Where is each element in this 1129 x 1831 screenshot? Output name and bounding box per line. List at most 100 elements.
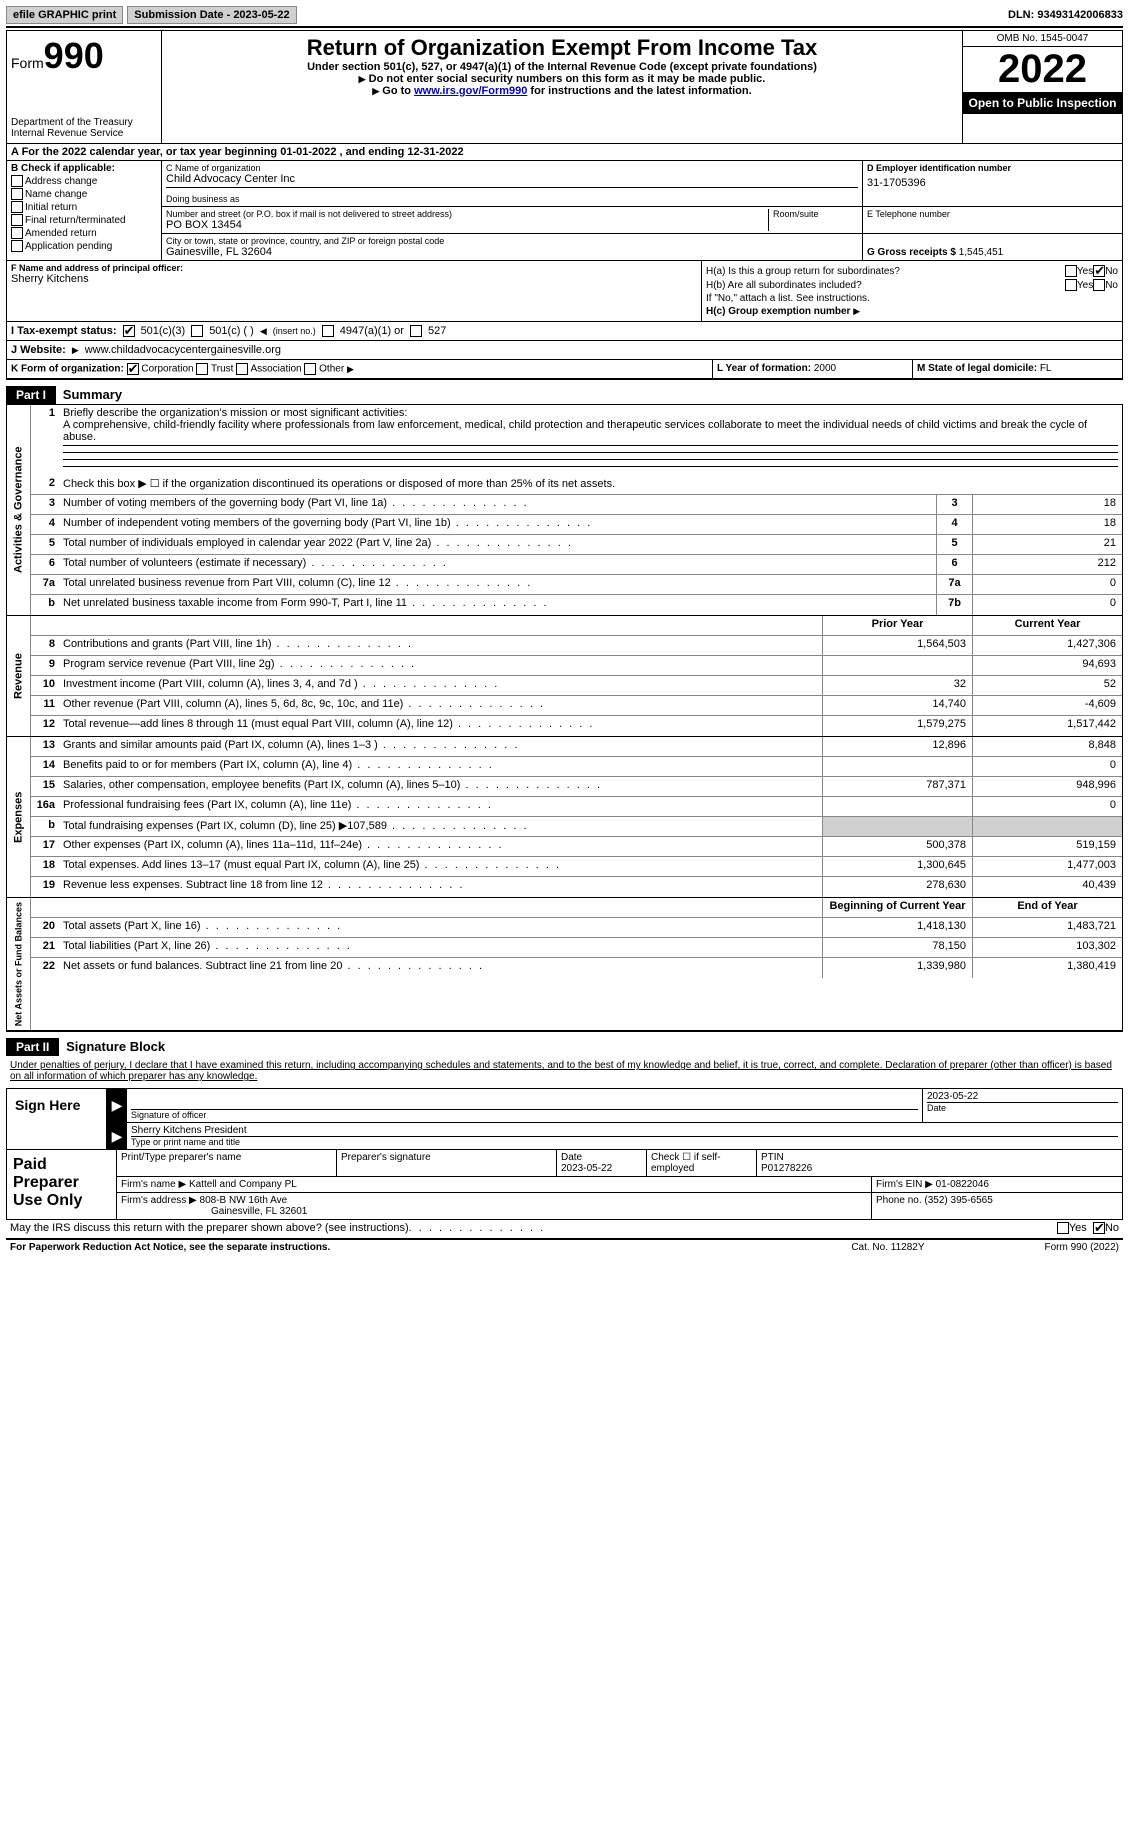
form-number: 990 [44, 35, 104, 76]
begin-year-header: Beginning of Current Year [822, 898, 972, 917]
line-box: 6 [936, 555, 972, 574]
side-label-revenue: Revenue [7, 616, 31, 736]
prep-date-value: 2023-05-22 [561, 1163, 612, 1174]
checkbox-amended-return[interactable] [11, 227, 23, 239]
sign-arrow-icon: ▶ [107, 1089, 127, 1122]
state-domicile-value: FL [1040, 363, 1052, 374]
line-num: 20 [31, 918, 59, 937]
sig-officer-label: Signature of officer [131, 1109, 918, 1120]
checkbox-application-pending[interactable] [11, 240, 23, 252]
q1-label: Briefly describe the organization's miss… [63, 407, 407, 419]
instr-goto-pre: Go to [382, 85, 414, 97]
current-year-value: 1,483,721 [972, 918, 1122, 937]
checkbox-name-change[interactable] [11, 188, 23, 200]
firm-ein-value: 01-0822046 [936, 1179, 989, 1190]
irs-link[interactable]: www.irs.gov/Form990 [414, 85, 527, 97]
line-text: Net unrelated business taxable income fr… [59, 595, 936, 615]
no-label: No [1105, 280, 1118, 291]
line-text: Program service revenue (Part VIII, line… [59, 656, 822, 675]
h-b-note: If "No," attach a list. See instructions… [706, 293, 1118, 304]
checkbox-ha-yes[interactable] [1065, 265, 1077, 277]
instr-goto-post: for instructions and the latest informat… [527, 85, 751, 97]
current-year-value: 40,439 [972, 877, 1122, 897]
checkbox-corporation[interactable] [127, 363, 139, 375]
form-subtitle: Under section 501(c), 527, or 4947(a)(1)… [170, 61, 954, 73]
line-text: Net assets or fund balances. Subtract li… [59, 958, 822, 978]
yes-label: Yes [1077, 266, 1093, 277]
form-footer: Form 990 (2022) [1045, 1242, 1119, 1253]
line-num: 13 [31, 737, 59, 756]
line-num: 10 [31, 676, 59, 695]
side-label-governance: Activities & Governance [7, 405, 31, 615]
checkbox-501c3[interactable] [123, 325, 135, 337]
line-value: 18 [972, 515, 1122, 534]
side-label-net-assets: Net Assets or Fund Balances [7, 898, 31, 1030]
opt-label: Trust [211, 364, 233, 375]
side-label-expenses: Expenses [7, 737, 31, 897]
checkbox-final-return[interactable] [11, 214, 23, 226]
line-num: 16a [31, 797, 59, 816]
checkbox-hb-no[interactable] [1093, 279, 1105, 291]
line-num: 3 [31, 495, 59, 514]
no-label: No [1105, 266, 1118, 277]
checkbox-trust[interactable] [196, 363, 208, 375]
checkbox-discuss-yes[interactable] [1057, 1222, 1069, 1234]
perjury-declaration: Under penalties of perjury, I declare th… [6, 1056, 1123, 1086]
instr-ssn: Do not enter social security numbers on … [369, 73, 766, 85]
efile-button[interactable]: efile GRAPHIC print [6, 6, 123, 24]
checkbox-initial-return[interactable] [11, 201, 23, 213]
line-value: 0 [972, 595, 1122, 615]
prior-year-value: 1,339,980 [822, 958, 972, 978]
line-text: Investment income (Part VIII, column (A)… [59, 676, 822, 695]
prior-year-value: 278,630 [822, 877, 972, 897]
checkbox-ha-no[interactable] [1093, 265, 1105, 277]
cat-no: Cat. No. 11282Y [851, 1242, 924, 1253]
gross-receipts-label: G Gross receipts $ [867, 247, 956, 258]
end-year-header: End of Year [972, 898, 1122, 917]
tax-year-end: 12-31-2022 [407, 146, 463, 158]
section-b-label: B Check if applicable: [11, 163, 115, 174]
officer-name: Sherry Kitchens [11, 273, 697, 285]
opt-label: Other [319, 364, 344, 375]
line-text: Contributions and grants (Part VIII, lin… [59, 636, 822, 655]
checkbox-hb-yes[interactable] [1065, 279, 1077, 291]
line-text: Total fundraising expenses (Part IX, col… [59, 817, 822, 836]
checkbox-other[interactable] [304, 363, 316, 375]
line-text: Total unrelated business revenue from Pa… [59, 575, 936, 594]
room-label: Room/suite [773, 209, 858, 219]
current-year-value: 519,159 [972, 837, 1122, 856]
line-text: Revenue less expenses. Subtract line 18 … [59, 877, 822, 897]
checkbox-association[interactable] [236, 363, 248, 375]
current-year-value: 1,427,306 [972, 636, 1122, 655]
line-num: 15 [31, 777, 59, 796]
line-num: 22 [31, 958, 59, 978]
line-num: 9 [31, 656, 59, 675]
line-text: Salaries, other compensation, employee b… [59, 777, 822, 796]
arrow-icon [72, 344, 79, 356]
tax-year-begin: 01-01-2022 [280, 146, 336, 158]
line-text: Total revenue—add lines 8 through 11 (mu… [59, 716, 822, 736]
line-text: Total liabilities (Part X, line 26) [59, 938, 822, 957]
checkbox-501c[interactable] [191, 325, 203, 337]
checkbox-4947[interactable] [322, 325, 334, 337]
row-a-mid: , and ending [336, 146, 407, 158]
submission-date-button[interactable]: Submission Date - 2023-05-22 [127, 6, 296, 24]
checkbox-address-change[interactable] [11, 175, 23, 187]
current-year-value: 0 [972, 797, 1122, 816]
part2-header: Part II [6, 1038, 59, 1056]
line-num: 1 [31, 405, 59, 475]
year-formation-value: 2000 [814, 363, 836, 374]
checkbox-discuss-no[interactable] [1093, 1222, 1105, 1234]
checkbox-527[interactable] [410, 325, 422, 337]
opt-label: Corporation [141, 364, 193, 375]
line-box: 4 [936, 515, 972, 534]
dept-label: Department of the Treasury [11, 117, 157, 128]
firm-phone-label: Phone no. [876, 1195, 922, 1206]
line-box: 3 [936, 495, 972, 514]
year-formation-label: L Year of formation: [717, 363, 811, 374]
paid-preparer-label: Paid Preparer Use Only [7, 1150, 117, 1219]
dba-label: Doing business as [166, 194, 858, 204]
state-domicile-label: M State of legal domicile: [917, 363, 1037, 374]
prior-year-value: 1,579,275 [822, 716, 972, 736]
q1-mission-text: A comprehensive, child-friendly facility… [63, 419, 1087, 443]
